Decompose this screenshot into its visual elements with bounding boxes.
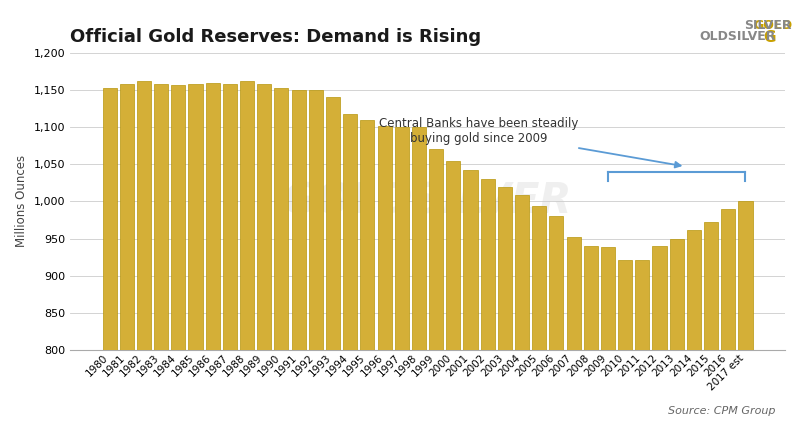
Bar — [360, 120, 374, 350]
Bar — [326, 98, 340, 350]
Bar — [378, 126, 392, 350]
Bar — [550, 216, 563, 350]
Text: G: G — [763, 30, 776, 45]
Bar — [618, 260, 632, 350]
Bar — [274, 89, 289, 350]
Text: Central Banks have been steadily
buying gold since 2009: Central Banks have been steadily buying … — [379, 117, 681, 167]
Bar — [291, 90, 306, 350]
Bar — [532, 206, 546, 350]
Bar — [704, 222, 718, 350]
Bar — [653, 246, 666, 350]
Text: Official Gold Reserves: Demand is Rising: Official Gold Reserves: Demand is Rising — [70, 28, 481, 46]
Bar — [481, 179, 494, 350]
Bar — [463, 170, 478, 350]
Bar — [137, 81, 151, 350]
Bar — [738, 201, 753, 350]
Bar — [446, 161, 460, 350]
Bar — [394, 127, 409, 350]
Bar — [120, 84, 134, 350]
Bar — [635, 260, 650, 350]
Bar — [240, 81, 254, 350]
Bar — [154, 84, 168, 350]
Bar — [687, 230, 701, 350]
Bar — [566, 237, 581, 350]
Bar — [309, 90, 323, 350]
Bar — [584, 246, 598, 350]
Bar — [171, 85, 186, 350]
Bar — [515, 195, 529, 350]
Bar — [223, 84, 237, 350]
Text: GOLDSILVER: GOLDSILVER — [283, 180, 572, 222]
Bar — [601, 248, 615, 350]
Bar — [258, 84, 271, 350]
Bar — [429, 149, 443, 350]
Y-axis label: Millions Ounces: Millions Ounces — [15, 155, 28, 248]
Bar — [343, 114, 358, 350]
Bar — [670, 239, 684, 350]
Text: SILVER: SILVER — [745, 19, 792, 32]
Bar — [498, 187, 512, 350]
Bar — [102, 89, 117, 350]
Text: OLDSILVER: OLDSILVER — [700, 30, 776, 43]
Bar — [189, 84, 202, 350]
Text: Source: CPM Group: Source: CPM Group — [669, 405, 776, 416]
Bar — [412, 127, 426, 350]
Bar — [722, 209, 735, 350]
Bar — [206, 83, 220, 350]
Text: GOLD: GOLD — [753, 19, 792, 32]
